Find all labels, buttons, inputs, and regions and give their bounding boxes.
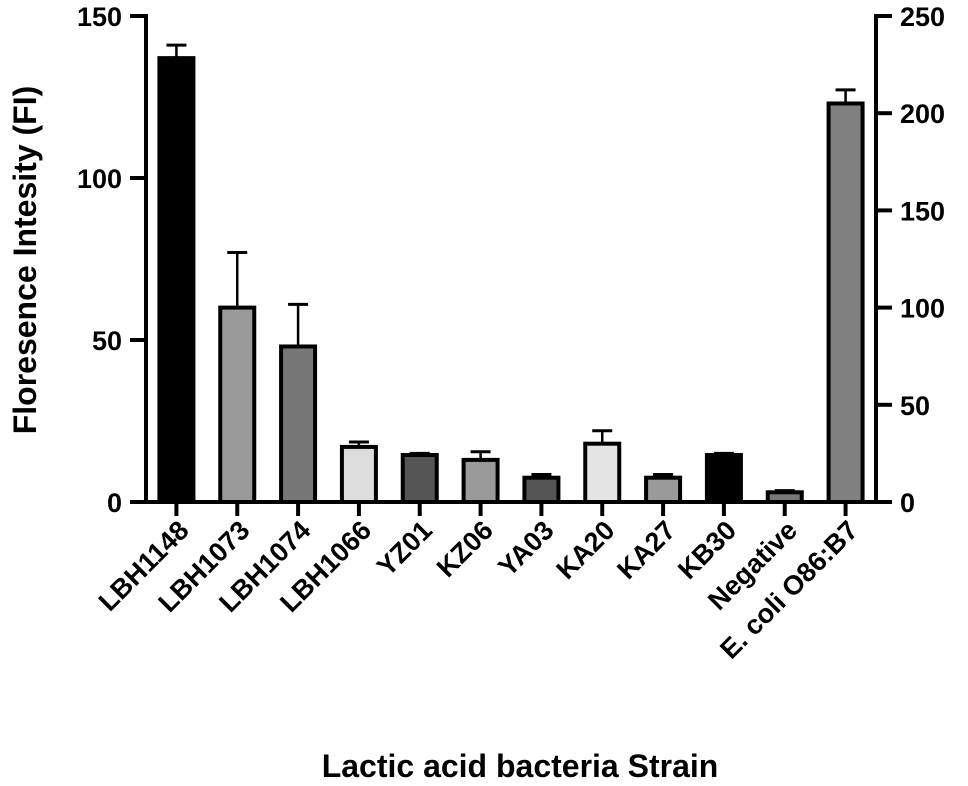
bar [826, 101, 865, 504]
bar [461, 457, 500, 505]
y-tick-label-left: 100 [77, 164, 122, 194]
y-axis-title: Floresence Intesity (FI) [7, 86, 43, 435]
error-bar [227, 251, 248, 308]
y-tick-label-left: 150 [77, 2, 122, 32]
y-tick-label-right: 0 [900, 488, 915, 518]
y-tick-label-left: 0 [107, 488, 122, 518]
axes-group [130, 14, 892, 516]
error-bar [166, 43, 187, 59]
y-tick-label-right: 100 [900, 294, 945, 324]
y-tick-label-right: 250 [900, 2, 945, 32]
category-label: YZ01 [371, 515, 438, 582]
bar [339, 444, 378, 505]
bar [218, 305, 257, 504]
category-label: KZ06 [431, 515, 499, 583]
y-tick-label-right: 50 [900, 391, 930, 421]
bars-group [157, 43, 865, 505]
y-tick-label-right: 150 [900, 196, 945, 226]
bar [704, 453, 743, 504]
x-axis-title: Lactic acid bacteria Strain [322, 748, 719, 784]
bar [522, 475, 561, 505]
error-bar [592, 429, 613, 444]
bar [279, 344, 318, 505]
category-label: YA03 [492, 515, 559, 582]
category-label: KA27 [611, 515, 681, 585]
bar [583, 441, 622, 504]
bar [644, 475, 683, 505]
bar [157, 56, 196, 505]
category-label: KA20 [550, 515, 620, 585]
error-bar [288, 302, 309, 347]
labels-group: LBH1148LBH1073LBH1074LBH1066YZ01KZ06YA03… [77, 2, 945, 665]
bar [400, 453, 439, 504]
y-tick-label-right: 200 [900, 99, 945, 129]
error-bar [835, 88, 856, 104]
y-tick-label-left: 50 [92, 326, 122, 356]
